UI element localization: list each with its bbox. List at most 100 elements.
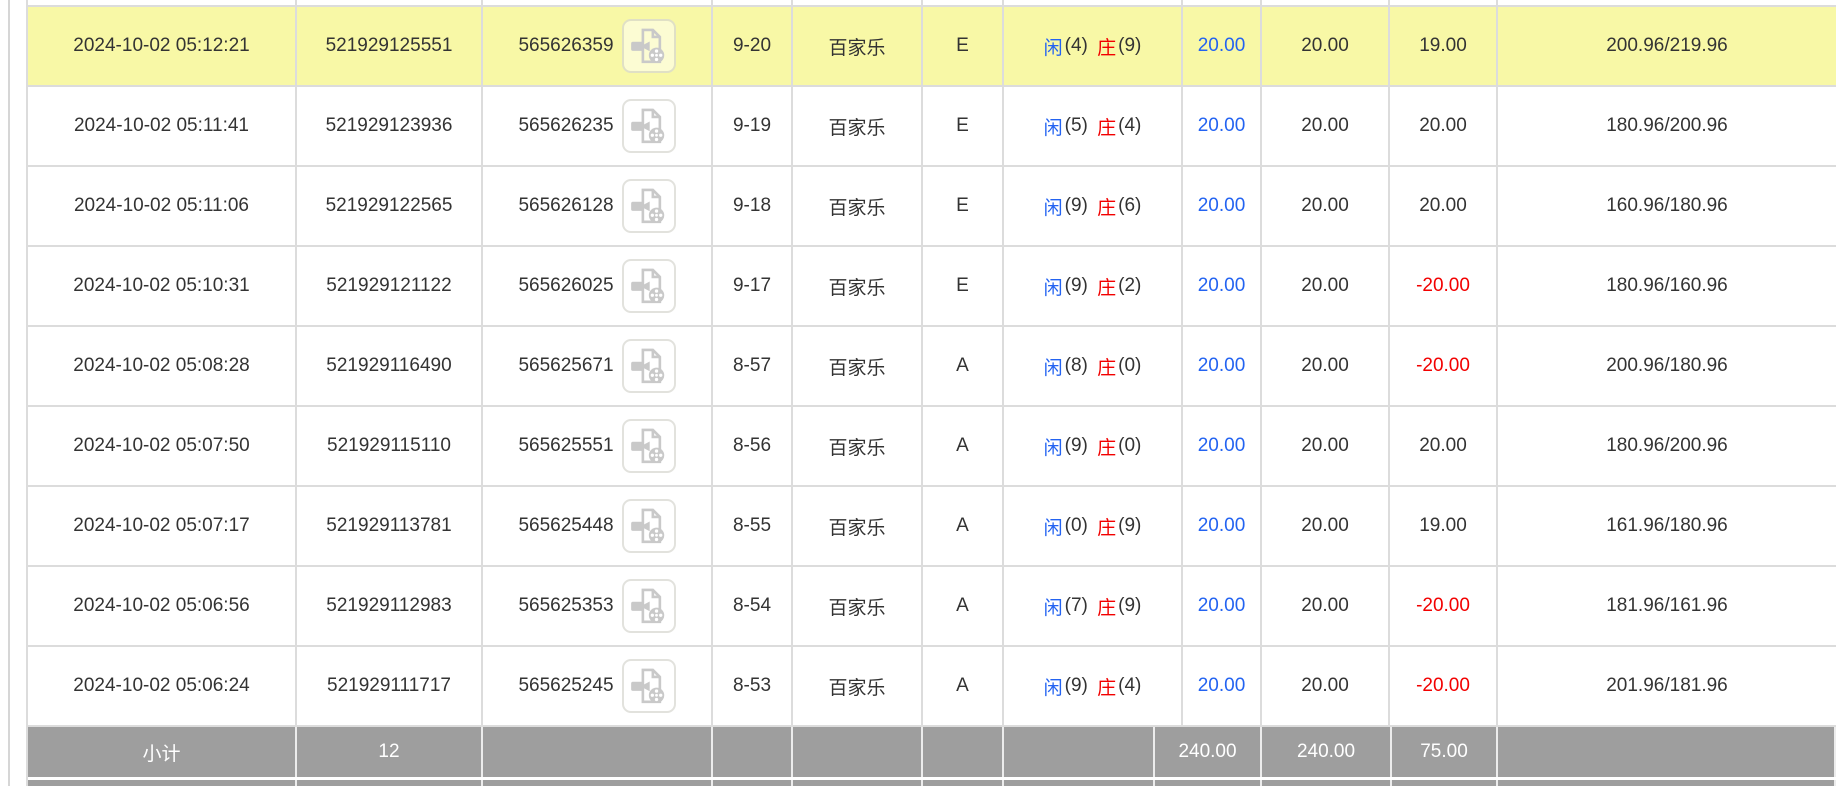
table-code: E	[923, 7, 1004, 85]
bet-time: 2024-10-02 05:11:41	[28, 87, 297, 165]
bet-number: 521929111717	[297, 647, 483, 725]
valid-amount: 20.00	[1262, 167, 1390, 245]
bet-time: 2024-10-02 05:08:28	[28, 327, 297, 405]
player-label: 闲	[1043, 677, 1063, 699]
table-row[interactable]: 2024-10-02 05:11:06 521929122565 5656261…	[28, 167, 1836, 247]
video-replay-button[interactable]	[621, 99, 676, 153]
video-replay-icon	[630, 668, 664, 704]
win-loss: -20.00	[1390, 327, 1498, 405]
game-number-cell: 565626025	[483, 247, 713, 325]
table-row[interactable]: 2024-10-02 05:07:50 521929115110 5656255…	[28, 407, 1836, 487]
player-label: 闲	[1043, 437, 1063, 459]
bet-amount: 20.00	[1183, 167, 1262, 245]
table-code: E	[923, 247, 1004, 325]
player-label: 闲	[1043, 37, 1063, 59]
bet-amount: 20.00	[1183, 247, 1262, 325]
bet-amount: 20.00	[1183, 487, 1262, 565]
subtotal-row: 小计 12 240.00 240.00 75.00	[28, 727, 1836, 780]
bet-time: 2024-10-02 05:11:06	[28, 167, 297, 245]
game-number: 565626128	[518, 195, 614, 216]
valid-amount: 20.00	[1262, 327, 1390, 405]
banker-score: (6)	[1118, 195, 1142, 216]
banker-label: 庄	[1097, 677, 1117, 699]
game-name: 百家乐	[793, 327, 923, 405]
video-replay-button[interactable]	[621, 419, 676, 473]
game-number-cell: 565625671	[483, 327, 713, 405]
valid-amount: 20.00	[1262, 407, 1390, 485]
round-number: 8-53	[713, 647, 793, 725]
table-row[interactable]: 2024-10-02 05:07:17 521929113781 5656254…	[28, 487, 1836, 567]
valid-amount: 20.00	[1262, 647, 1390, 725]
game-number: 565625245	[518, 675, 614, 696]
banker-score: (9)	[1118, 35, 1142, 56]
video-replay-button[interactable]	[621, 659, 676, 713]
banker-label: 庄	[1097, 357, 1117, 379]
game-result: 闲 (9) 庄 (2)	[1004, 247, 1183, 325]
table-row[interactable]: 2024-10-02 05:11:41 521929123936 5656262…	[28, 87, 1836, 167]
video-replay-button[interactable]	[621, 579, 676, 633]
table-code: E	[923, 87, 1004, 165]
banker-label: 庄	[1097, 197, 1117, 219]
bet-amount: 20.00	[1183, 7, 1262, 85]
bet-history-table: 2024-10-02 05:12:21 521929125551 5656263…	[26, 0, 1836, 786]
table-row[interactable]: 2024-10-02 05:06:24 521929111717 5656252…	[28, 647, 1836, 727]
win-loss: 20.00	[1390, 167, 1498, 245]
video-replay-icon	[630, 268, 664, 304]
player-score: (5)	[1064, 115, 1088, 136]
balance: 201.96/181.96	[1606, 675, 1728, 696]
video-replay-button[interactable]	[621, 259, 676, 313]
game-name: 百家乐	[793, 647, 923, 725]
subtotal-count: 12	[297, 727, 483, 777]
bet-number: 521929116490	[297, 327, 483, 405]
table-row[interactable]: 2024-10-02 05:10:31 521929121122 5656260…	[28, 247, 1836, 327]
video-replay-icon	[630, 188, 664, 224]
game-result: 闲 (9) 庄 (4)	[1004, 647, 1183, 725]
video-replay-button[interactable]	[621, 499, 676, 553]
player-label: 闲	[1043, 197, 1063, 219]
game-number-cell: 565626128	[483, 167, 713, 245]
table-code: A	[923, 327, 1004, 405]
game-number-cell: 565626235	[483, 87, 713, 165]
bet-amount: 20.00	[1183, 407, 1262, 485]
banker-score: (9)	[1118, 515, 1142, 536]
balance: 161.96/180.96	[1606, 515, 1728, 536]
game-result: 闲 (9) 庄 (6)	[1004, 167, 1183, 245]
player-score: (8)	[1064, 355, 1088, 376]
video-replay-icon	[630, 348, 664, 384]
left-divider	[8, 0, 10, 786]
video-replay-button[interactable]	[621, 339, 676, 393]
table-row[interactable]: 2024-10-02 05:06:56 521929112983 5656253…	[28, 567, 1836, 647]
video-replay-icon	[630, 108, 664, 144]
game-name: 百家乐	[793, 487, 923, 565]
balance: 200.96/180.96	[1606, 355, 1728, 376]
table-code: E	[923, 167, 1004, 245]
table-row[interactable]: 2024-10-02 05:12:21 521929125551 5656263…	[28, 7, 1836, 87]
subtotal-label: 小计	[28, 727, 297, 777]
bet-number: 521929125551	[297, 7, 483, 85]
player-score: (9)	[1064, 675, 1088, 696]
game-number: 565625671	[518, 355, 614, 376]
banker-label: 庄	[1097, 277, 1117, 299]
banker-score: (0)	[1118, 355, 1142, 376]
bet-time: 2024-10-02 05:06:24	[28, 647, 297, 725]
player-score: (0)	[1064, 515, 1088, 536]
game-result: 闲 (9) 庄 (0)	[1004, 407, 1183, 485]
game-number-cell: 565626359	[483, 7, 713, 85]
game-number: 565626025	[518, 275, 614, 296]
win-loss: 19.00	[1390, 487, 1498, 565]
game-name: 百家乐	[793, 87, 923, 165]
video-replay-button[interactable]	[621, 179, 676, 233]
video-replay-button[interactable]	[621, 19, 676, 73]
partial-row-top	[28, 0, 1836, 7]
video-replay-icon	[630, 508, 664, 544]
win-loss: 19.00	[1390, 7, 1498, 85]
balance: 181.96/161.96	[1606, 595, 1728, 616]
game-number-cell: 565625353	[483, 567, 713, 645]
player-label: 闲	[1043, 117, 1063, 139]
player-score: (7)	[1064, 595, 1088, 616]
game-number: 565625448	[518, 515, 614, 536]
banker-score: (4)	[1118, 675, 1142, 696]
table-row[interactable]: 2024-10-02 05:08:28 521929116490 5656256…	[28, 327, 1836, 407]
subtotal-winloss: 75.00	[1392, 727, 1498, 777]
player-score: (9)	[1064, 275, 1088, 296]
